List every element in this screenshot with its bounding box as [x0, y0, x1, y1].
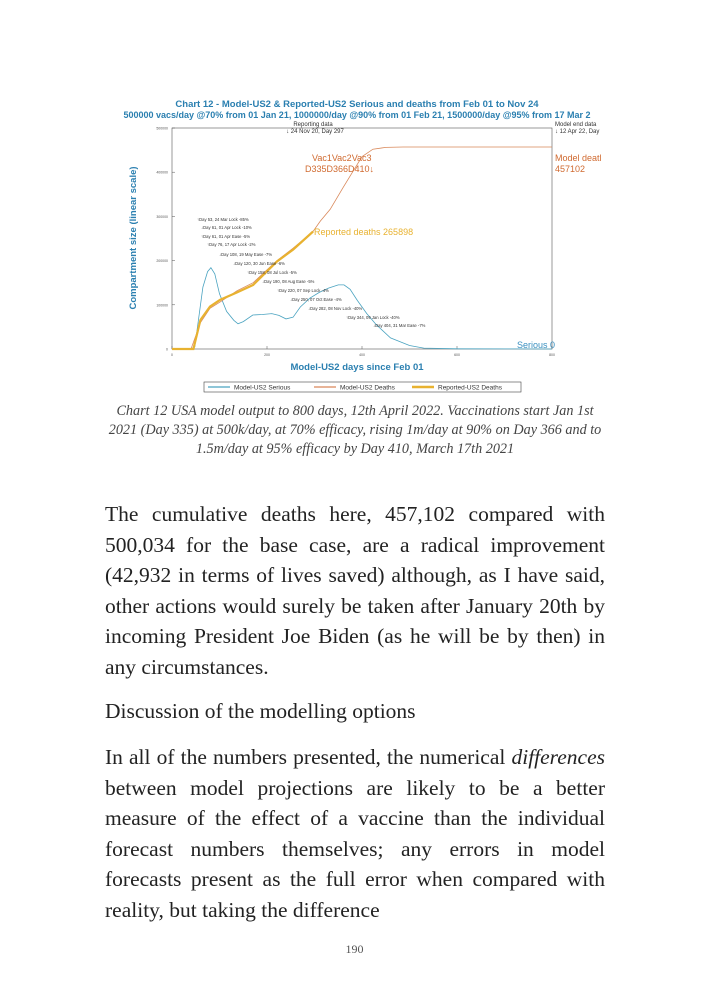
reported-deaths-label: Reported deaths 265898 [314, 227, 413, 237]
y-axis-label: Compartment size (linear scale) [128, 166, 139, 309]
event-annotation: ↑Day 220, 07 Sep Lock -4% [277, 288, 329, 293]
legend-entry: Reported-US2 Deaths [438, 385, 503, 392]
series-line-1 [172, 146, 552, 350]
serious-label: Serious 0 [517, 340, 555, 350]
paragraph-2-rest: between model projections are likely to … [105, 775, 605, 922]
y-tick-label: 300000 [156, 215, 168, 219]
paragraph-2-start: In all of the numbers presented, the num… [105, 745, 512, 769]
model-end-date: ↓ 12 Apr 22, Day [555, 129, 599, 135]
event-annotation: ↑Day 344, 09 Jan Lock -40% [346, 315, 400, 320]
legend-entry: Model-US2 Serious [234, 385, 291, 392]
series-line-0 [172, 267, 553, 350]
legend-entry: Model-US2 Deaths [340, 385, 396, 392]
chart-caption: Chart 12 USA model output to 800 days, 1… [108, 403, 602, 457]
x-axis-label: Model-US2 days since Feb 01 [290, 362, 424, 373]
x-tick-label: 600 [454, 353, 460, 357]
series-line-2 [172, 230, 314, 351]
page-number: 190 [345, 942, 364, 956]
event-annotation: ↓Day 61, 01 Apr Lock -10% [201, 225, 252, 230]
reporting-date: ↓ 24 Nov 20, Day 297 [286, 129, 344, 135]
event-annotation: ↓Day 282, 08 Nov Lock -40% [308, 306, 363, 311]
model-end-label: Model end data [555, 122, 597, 128]
chart-12: Chart 12 - Model-US2 & Reported-US2 Seri… [123, 99, 602, 393]
y-tick-label: 100000 [156, 303, 168, 307]
model-deaths-label: Model deatl [555, 153, 602, 163]
vaccination-label: Vac1Vac2Vac3 [312, 153, 372, 163]
model-deaths-value: 457102 [555, 164, 585, 174]
event-annotation: ↑Day 158, 08 Jul Lock -5% [247, 270, 297, 275]
event-annotation: ↑Day 61, 01 Apr Ease -5% [201, 234, 250, 239]
x-tick-label: 800 [549, 353, 555, 357]
event-annotation: ↑Day 53, 24 Mar Lock -85% [197, 217, 249, 222]
event-annotation: ↓Day 190, 08 Aug Ease -5% [262, 279, 315, 284]
y-tick-label: 200000 [156, 259, 168, 263]
event-annotation: ↓Day 120, 30 Jun Ease -6% [233, 261, 285, 266]
event-annotation: ↓Day 108, 19 May Ease -7% [219, 252, 272, 257]
x-tick-label: 0 [171, 353, 173, 357]
event-annotation: ↑Day 76, 17 Apr Lock -2% [207, 242, 256, 247]
x-tick-label: 200 [264, 353, 270, 357]
event-annotation: ↓Day 250, 07 Oct Ease -4% [290, 297, 342, 302]
paragraph-1: The cumulative deaths here, 457,102 comp… [105, 502, 605, 679]
chart-title: Chart 12 - Model-US2 & Reported-US2 Seri… [175, 99, 539, 110]
vaccination-days: D335D366D410↓ [305, 164, 374, 174]
reporting-label: Reporting data [293, 122, 333, 128]
chart-subtitle: 500000 vacs/day @70% from 01 Jan 21, 100… [123, 110, 590, 120]
section-heading: Discussion of the modelling options [105, 699, 416, 723]
x-tick-label: 400 [359, 353, 365, 357]
emphasis: differences [511, 745, 605, 769]
event-annotation: ↓Day 404, 31 Mar Ease -7% [373, 323, 426, 328]
paragraph-2: In all of the numbers presented, the num… [105, 742, 605, 925]
y-tick-label: 400000 [156, 171, 168, 175]
y-tick-label: 500000 [156, 127, 168, 131]
y-tick-label: 0 [166, 348, 168, 352]
legend-box [203, 381, 522, 393]
